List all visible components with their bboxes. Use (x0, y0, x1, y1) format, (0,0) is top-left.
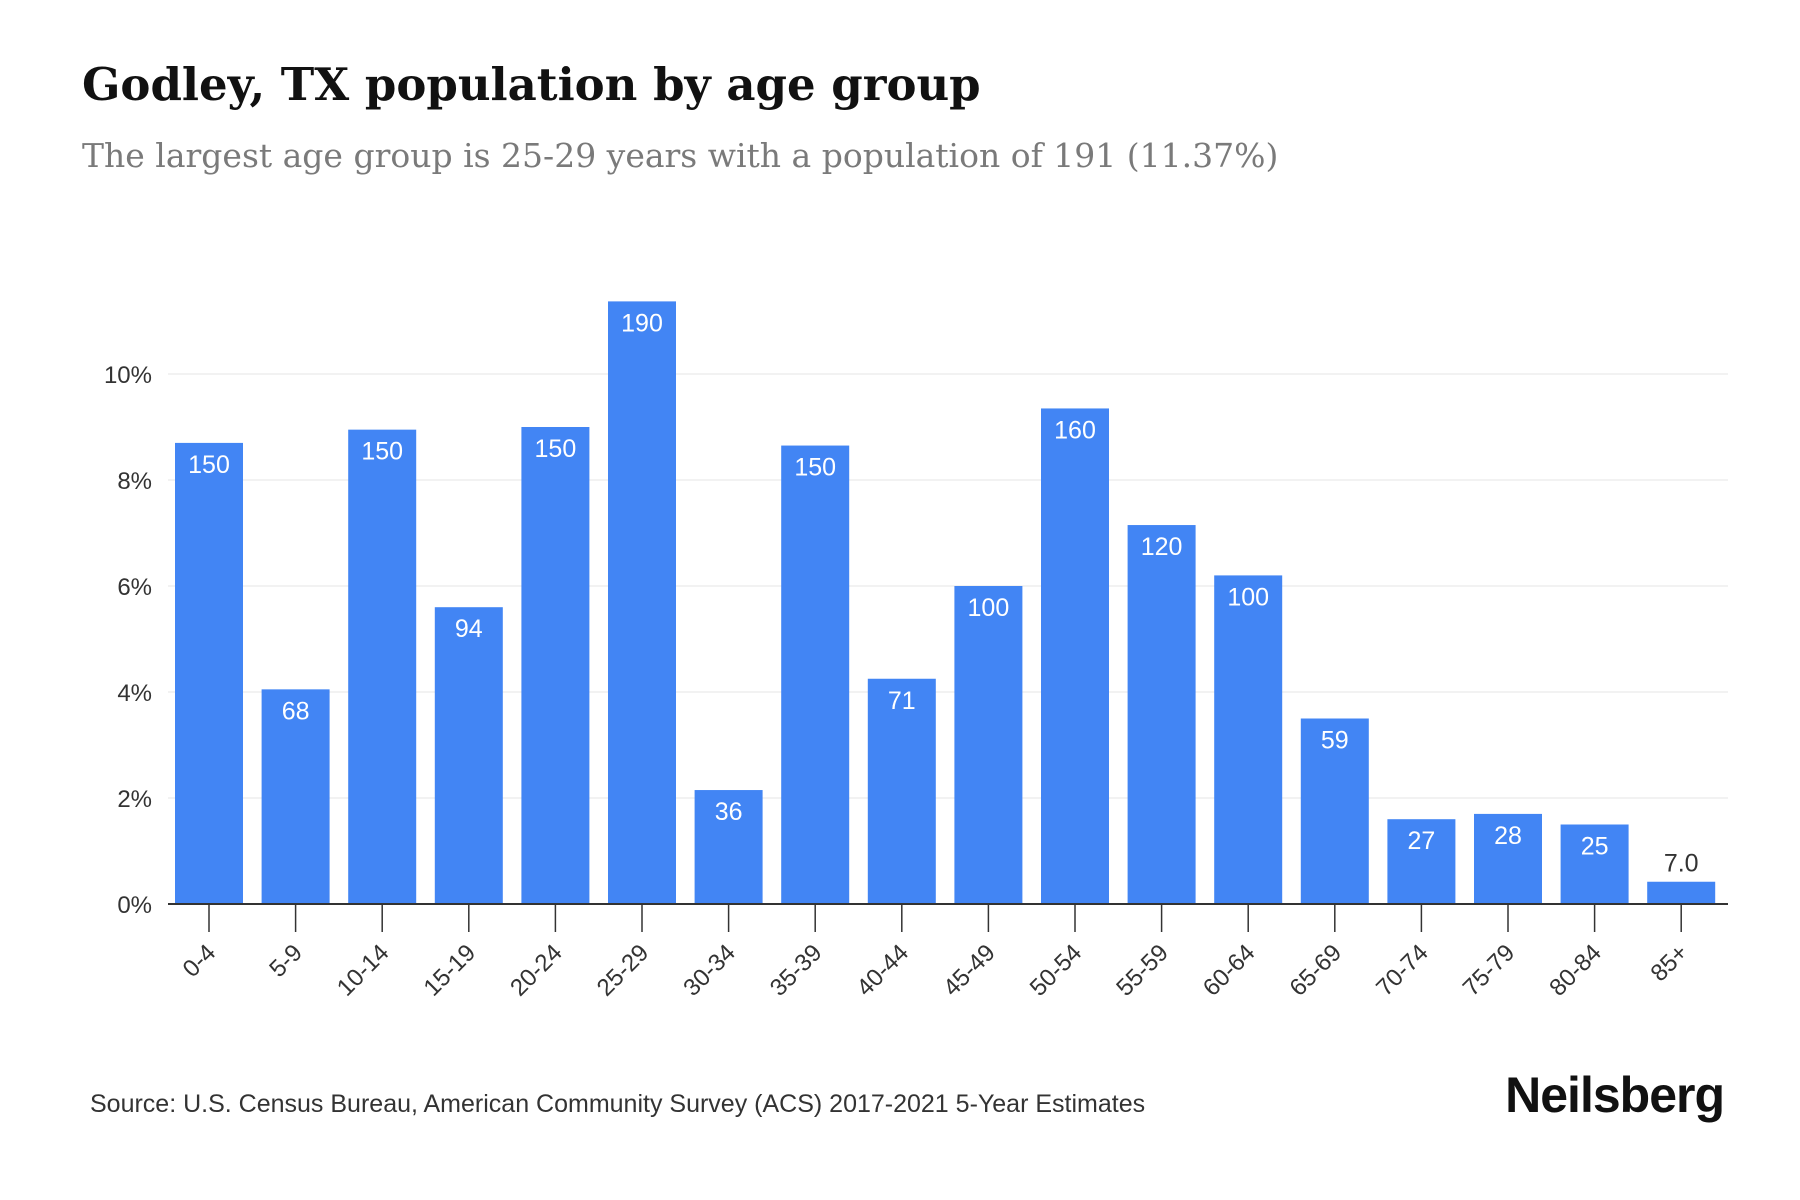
x-tick-label: 75-79 (1458, 939, 1521, 1002)
bar-85+ (1647, 881, 1716, 904)
bar-25-29 (608, 301, 676, 904)
bar-value-label: 150 (188, 451, 230, 479)
bar-15-19 (434, 607, 503, 904)
x-tick-label: 30-34 (678, 939, 741, 1002)
x-tick-label: 35-39 (765, 939, 828, 1002)
y-tick-label: 4% (117, 680, 152, 707)
x-tick-label: 15-19 (419, 939, 482, 1002)
bar-60-64 (1214, 575, 1283, 904)
chart-subtitle: The largest age group is 25-29 years wit… (82, 136, 1279, 175)
y-tick-label: 8% (117, 468, 152, 495)
bar-value-label: 36 (715, 798, 743, 826)
bar-50-54 (1041, 408, 1109, 904)
y-tick-label: 2% (117, 786, 152, 813)
bar-40-44 (867, 678, 936, 904)
source-note: Source: U.S. Census Bureau, American Com… (90, 1090, 1146, 1118)
brand-logo: Neilsberg (1505, 1067, 1725, 1123)
x-tick-label: 20-24 (505, 939, 568, 1002)
x-tick-label: 25-29 (592, 939, 655, 1002)
bar-value-label: 160 (1054, 416, 1096, 444)
x-tick-label: 50-54 (1025, 939, 1088, 1002)
x-tick-label: 40-44 (852, 939, 915, 1002)
bar-55-59 (1127, 525, 1196, 904)
bar-10-14 (348, 429, 417, 904)
bars (175, 301, 1716, 904)
bar-20-24 (521, 427, 590, 904)
bar-value-label: 150 (535, 435, 577, 463)
bar-labels: 150 68 150 94 150 190 36 150 71 100 160 120 100 59 27 2… (188, 309, 1698, 877)
bar-70-74 (1387, 819, 1456, 904)
bar-30-34 (694, 790, 763, 904)
bar-value-label: 59 (1321, 727, 1349, 755)
bar-value-label: 68 (282, 697, 310, 725)
bar-value-label: 150 (794, 454, 836, 482)
x-axis-ticks: 0-4 5-9 10-14 15-19 20-24 25-29 30-34 35-39 40-4… (178, 904, 1694, 1002)
x-tick-label: 10-14 (332, 939, 395, 1002)
gridlines (168, 373, 1728, 799)
bar-value-label: 190 (621, 309, 663, 337)
x-tick-label: 60-64 (1198, 939, 1261, 1002)
x-tick-label: 70-74 (1371, 939, 1434, 1002)
x-tick-label: 5-9 (264, 939, 308, 983)
bar-80-84 (1560, 824, 1629, 904)
bar-0-4 (175, 442, 243, 904)
bar-value-label: 120 (1141, 533, 1183, 561)
bar-value-label: 28 (1494, 822, 1522, 850)
chart-title: Godley, TX population by age group (82, 58, 981, 111)
x-tick-label: 85+ (1646, 939, 1694, 987)
bar-value-label: 7.0 (1664, 850, 1699, 878)
y-tick-label: 10% (104, 362, 152, 389)
bar-value-label: 100 (1227, 583, 1269, 611)
bar-value-label: 71 (888, 687, 916, 715)
bar-35-39 (781, 445, 850, 904)
bar-value-label: 100 (968, 594, 1010, 622)
x-tick-label: 0-4 (178, 939, 222, 983)
bar-75-79 (1474, 813, 1542, 904)
bar-value-label: 150 (361, 438, 403, 466)
bar-65-69 (1300, 718, 1369, 904)
y-axis-ticks: 0% 2% 4% 6% 8% 10% (104, 362, 152, 919)
x-tick-label: 65-69 (1285, 939, 1348, 1002)
x-tick-label: 55-59 (1111, 939, 1174, 1002)
x-tick-label: 80-84 (1544, 939, 1607, 1002)
x-tick-label: 45-49 (938, 939, 1001, 1002)
y-tick-label: 6% (117, 574, 152, 601)
bar-value-label: 94 (455, 615, 483, 643)
bar-5-9 (261, 689, 330, 904)
bar-value-label: 25 (1581, 833, 1609, 861)
bar-45-49 (954, 586, 1023, 904)
y-tick-label: 0% (117, 892, 152, 919)
bar-value-label: 27 (1407, 827, 1435, 855)
